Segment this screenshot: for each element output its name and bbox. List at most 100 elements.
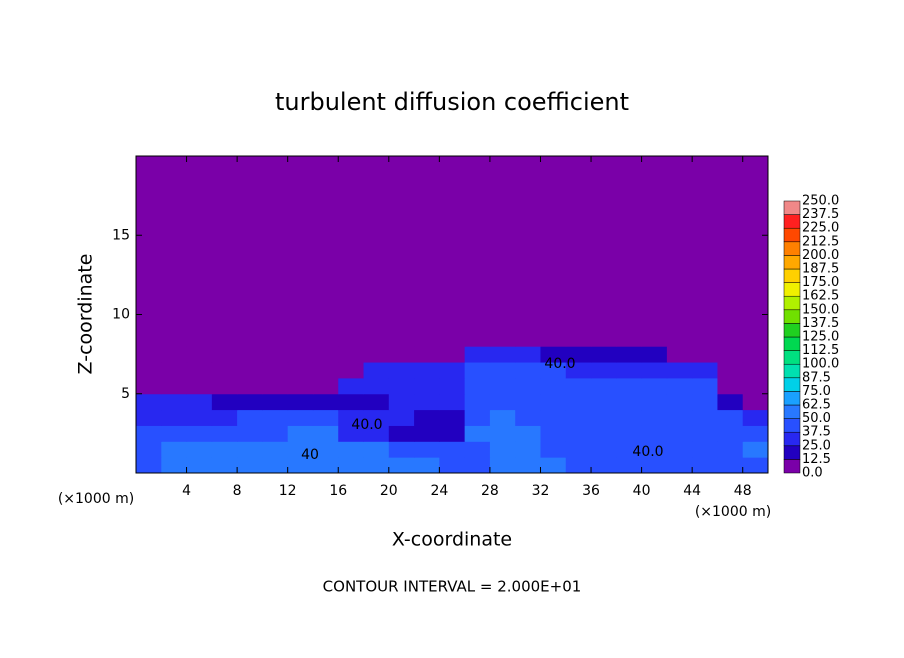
field-cell	[641, 377, 668, 395]
field-cell	[287, 346, 314, 363]
x-tick-label: 8	[233, 483, 242, 499]
colorbar-box	[783, 363, 801, 379]
field-cell	[641, 393, 668, 411]
x-tick-label: 20	[380, 483, 398, 499]
field-cell	[161, 409, 188, 426]
field-cell	[742, 457, 769, 474]
colorbar-label: 187.5	[802, 262, 839, 277]
field-cell	[312, 330, 339, 347]
field-cell	[287, 441, 314, 458]
x-tick-label: 40	[633, 483, 651, 499]
colorbar-box	[783, 268, 801, 283]
field-cell	[591, 425, 617, 442]
field-cell	[237, 457, 263, 474]
field-cell	[565, 362, 592, 379]
field-cell	[641, 330, 668, 347]
field-cell	[363, 441, 390, 458]
field-cell	[237, 393, 263, 411]
colorbar-box	[783, 282, 801, 297]
field-cell	[338, 409, 365, 426]
field-cell	[616, 377, 643, 395]
field-cell	[717, 362, 744, 379]
field-cell	[515, 425, 541, 442]
field-cell	[414, 409, 440, 426]
field-cell	[388, 457, 415, 474]
field-cell	[211, 441, 238, 458]
field-cell	[742, 425, 769, 442]
colorbar-box	[783, 404, 801, 419]
field-cell	[186, 346, 213, 363]
field-cell	[388, 346, 415, 363]
field-cell	[312, 425, 339, 442]
field-cell	[363, 409, 390, 426]
field-cell	[414, 330, 440, 347]
field-cell	[237, 409, 263, 426]
field-cell	[161, 441, 188, 458]
field-cell	[211, 409, 238, 426]
field-cell	[338, 457, 365, 474]
field-cell	[540, 441, 567, 458]
contour-label: 40	[301, 447, 319, 463]
field-cell	[414, 393, 440, 411]
field-cell	[489, 393, 516, 411]
field-cell	[464, 362, 491, 379]
field-cell	[717, 377, 744, 395]
field-cell	[186, 393, 213, 411]
field-cell	[489, 362, 516, 379]
field-cell	[515, 362, 541, 379]
x-unit-label: (×1000 m)	[58, 491, 134, 507]
field-cell	[565, 377, 592, 395]
field-cell	[540, 457, 567, 474]
field-cell	[515, 393, 541, 411]
field-cell	[591, 441, 617, 458]
field-cell	[616, 457, 643, 474]
field-cell	[515, 330, 541, 347]
field-cell	[742, 330, 769, 347]
field-cell	[717, 457, 744, 474]
colorbar-label: 137.5	[802, 316, 839, 331]
field-cell	[388, 393, 415, 411]
field-cell	[161, 377, 188, 395]
field-cell	[287, 330, 314, 347]
field-cell	[666, 362, 693, 379]
colorbar-box	[783, 418, 801, 433]
field-cell	[439, 393, 466, 411]
field-cell	[338, 330, 365, 347]
field-cell	[312, 393, 339, 411]
field-cell	[666, 393, 693, 411]
x-unit-label: (×1000 m)	[695, 504, 771, 520]
x-tick-label: 12	[279, 483, 297, 499]
field-cell	[312, 441, 339, 458]
field-cell	[312, 409, 339, 426]
field-cell	[692, 362, 718, 379]
field-cell	[692, 346, 718, 363]
field-cell	[237, 377, 263, 395]
field-cell	[464, 330, 491, 347]
field-cell	[489, 425, 516, 442]
field-cell	[338, 377, 365, 395]
colorbar-label: 225.0	[802, 221, 839, 236]
field-cell	[616, 409, 643, 426]
field-cell	[136, 441, 162, 458]
field-cell	[211, 362, 238, 379]
field-cell	[136, 330, 162, 347]
field-cell	[388, 409, 415, 426]
field-cell	[388, 441, 415, 458]
field-cell	[287, 409, 314, 426]
field-cell	[262, 441, 289, 458]
field-cell	[616, 330, 643, 347]
field-cell	[692, 441, 718, 458]
field-cell	[338, 441, 365, 458]
colorbar-label: 212.5	[802, 234, 839, 249]
field-cell	[439, 377, 466, 395]
field-cell	[363, 330, 390, 347]
field-cell	[666, 346, 693, 363]
field-cell	[591, 346, 617, 363]
colorbar-box	[783, 323, 801, 338]
footnote: CONTOUR INTERVAL = 2.000E+01	[323, 578, 582, 596]
colorbar-label: 0.0	[802, 466, 823, 481]
field-cell	[136, 457, 162, 474]
colorbar-label: 150.0	[802, 302, 839, 317]
field-cell	[262, 346, 289, 363]
